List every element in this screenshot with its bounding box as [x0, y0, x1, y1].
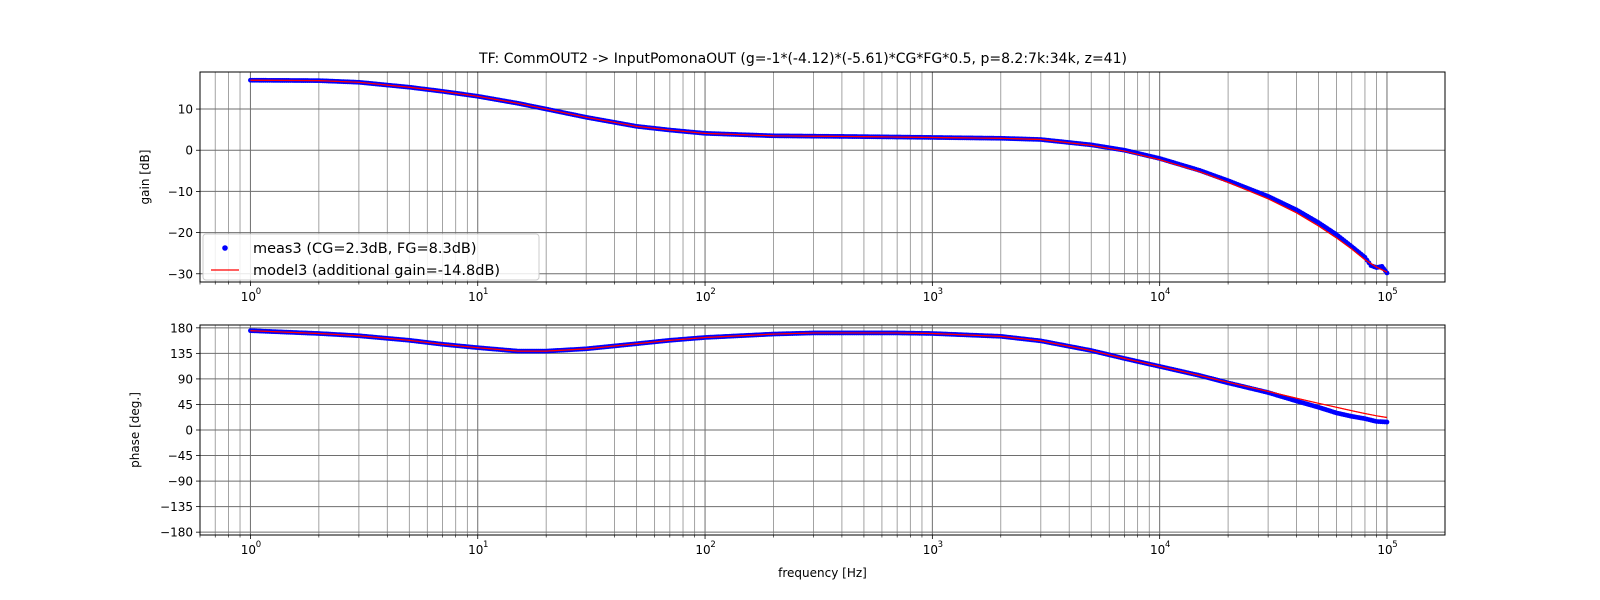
- x-tick-label: 10: [468, 290, 483, 304]
- x-tick-label: 10: [468, 543, 483, 557]
- y-tick-label: 10: [178, 103, 193, 117]
- legend-box: [202, 233, 540, 281]
- x-tick-exponent: 2: [710, 540, 715, 550]
- y-tick-label: −30: [168, 267, 193, 281]
- x-tick-exponent: 3: [938, 287, 943, 297]
- legend-label-model: model3 (additional gain=-14.8dB): [253, 263, 500, 279]
- phase-panel: 10 0 10 1 10 2 10 3 10 4 10 518013590450−45−90−135−…: [128, 321, 1446, 580]
- axes-frame: [199, 71, 1446, 283]
- x-tick-label: 10: [695, 543, 710, 557]
- x-tick-exponent: 5: [1392, 540, 1397, 550]
- x-tick-label: 10: [241, 543, 256, 557]
- y-tick-label: 0: [185, 144, 193, 158]
- x-tick-exponent: 2: [710, 287, 715, 297]
- x-tick-exponent: 0: [256, 540, 261, 550]
- x-tick-exponent: 4: [1165, 287, 1170, 297]
- y-ticks: 180 135 90 45 0 −45 −90 −135 −180: [160, 321, 1445, 540]
- y-tick-label: −180: [160, 526, 193, 540]
- axes-frame: [199, 324, 1446, 536]
- x-axis-label: frequency [Hz]: [778, 566, 867, 580]
- y-tick-label: 45: [178, 398, 193, 412]
- y-tick-label: −90: [168, 475, 193, 489]
- y-tick-label: 90: [178, 372, 193, 386]
- chart-title: TF: CommOUT2 -> InputPomonaOUT (g=-1*(-4…: [478, 51, 1127, 67]
- y-tick-label: 180: [170, 321, 193, 335]
- x-tick-exponent: 1: [483, 287, 488, 297]
- y-tick-label: 0: [185, 424, 193, 438]
- x-tick-exponent: 5: [1392, 287, 1397, 297]
- model-line-overlay: [250, 330, 1388, 419]
- y-tick-label: −10: [168, 185, 193, 199]
- y-tick-label: 135: [170, 347, 193, 361]
- y-ticks: 10 0 −10 −20 −30: [168, 103, 1445, 281]
- x-tick-label: 10: [695, 290, 710, 304]
- x-tick-label: 10: [923, 543, 938, 557]
- measurement-point: [1384, 419, 1390, 425]
- model-line-overlay: [250, 79, 1388, 273]
- y-axis-label: gain [dB]: [138, 150, 152, 205]
- x-tick-label: 10: [923, 290, 938, 304]
- x-tick-label: 10: [1377, 543, 1392, 557]
- x-tick-label: 10: [1150, 290, 1165, 304]
- legend-marker-meas: [222, 245, 228, 251]
- y-axis-label: phase [deg.]: [128, 392, 142, 468]
- x-tick-exponent: 0: [256, 287, 261, 297]
- y-tick-label: −20: [168, 226, 193, 240]
- x-tick-exponent: 4: [1165, 540, 1170, 550]
- legend-label-meas: meas3 (CG=2.3dB, FG=8.3dB): [253, 241, 477, 257]
- x-tick-label: 10: [241, 290, 256, 304]
- y-tick-label: −45: [168, 449, 193, 463]
- x-tick-label: 10: [1377, 290, 1392, 304]
- y-tick-label: −135: [160, 500, 193, 514]
- legend: meas3 (CG=2.3dB, FG=8.3dB) model3 (additi…: [202, 233, 540, 281]
- x-tick-exponent: 1: [483, 540, 488, 550]
- x-tick-label: 10: [1150, 543, 1165, 557]
- x-tick-exponent: 3: [938, 540, 943, 550]
